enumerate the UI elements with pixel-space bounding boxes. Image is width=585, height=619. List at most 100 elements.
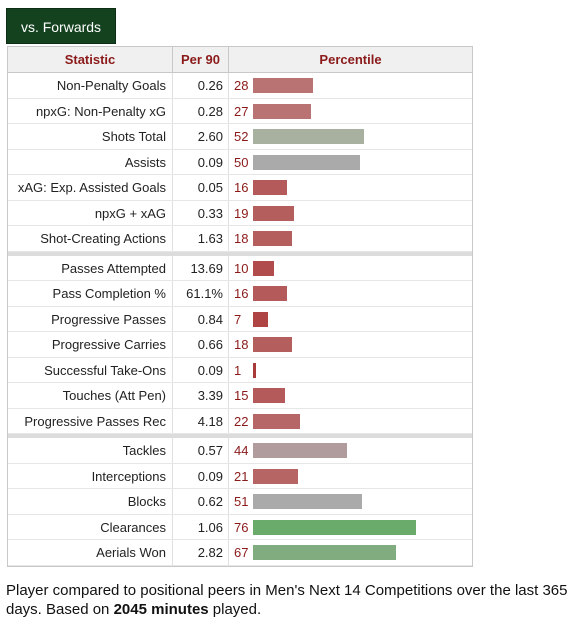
tab-vs-forwards[interactable]: vs. Forwards bbox=[6, 8, 116, 44]
table-row: npxG: Non-Penalty xG 0.28 27 bbox=[8, 98, 472, 124]
percentile-bar bbox=[253, 388, 285, 403]
percentile-label: 28 bbox=[234, 78, 249, 93]
header-percentile[interactable]: Percentile bbox=[319, 52, 382, 67]
percentile-bar bbox=[253, 129, 364, 144]
percentile-cell: 50 bbox=[229, 150, 472, 175]
table-row: Non-Penalty Goals 0.26 28 bbox=[8, 73, 472, 99]
percentile-label: 67 bbox=[234, 545, 249, 560]
percentile-cell: 44 bbox=[229, 438, 472, 463]
percentile-bar bbox=[253, 103, 311, 119]
percentile-bar bbox=[253, 205, 294, 221]
percentile-label: 44 bbox=[234, 443, 249, 458]
per90-value: 4.18 bbox=[173, 408, 229, 433]
percentile-bar bbox=[253, 362, 256, 378]
percentile-label: 1 bbox=[234, 362, 242, 378]
percentile-cell: 27 bbox=[229, 99, 472, 124]
table-row: Tackles 0.57 44 bbox=[8, 438, 472, 464]
stat-name: Progressive Passes bbox=[8, 306, 173, 331]
per90-value: 2.82 bbox=[173, 540, 229, 565]
per90-value: 0.66 bbox=[173, 332, 229, 357]
percentile-bar bbox=[253, 413, 300, 429]
per90-value: 0.62 bbox=[173, 489, 229, 514]
table-row: Interceptions 0.09 21 bbox=[8, 463, 472, 489]
per90-value: 1.63 bbox=[173, 226, 229, 251]
percentile-cell: 15 bbox=[229, 383, 472, 408]
percentile-bar bbox=[253, 468, 298, 484]
per90-value: 3.39 bbox=[173, 383, 229, 408]
table-row: npxG + xAG 0.33 19 bbox=[8, 200, 472, 226]
percentile-cell: 51 bbox=[229, 489, 472, 514]
percentile-cell: 18 bbox=[229, 226, 472, 251]
percentile-cell: 7 bbox=[229, 307, 472, 332]
table-header: Statistic Per 90 Percentile bbox=[8, 47, 472, 73]
stat-name: Tackles bbox=[8, 438, 173, 463]
percentile-cell: 16 bbox=[229, 175, 472, 200]
table-row: Aerials Won 2.82 67 bbox=[8, 540, 472, 566]
percentile-label: 18 bbox=[234, 231, 249, 246]
percentile-bar bbox=[253, 545, 396, 560]
percentile-label: 51 bbox=[234, 494, 249, 509]
percentile-label: 52 bbox=[234, 129, 249, 144]
footer-text-after: played. bbox=[208, 601, 262, 618]
stat-name: Shots Total bbox=[8, 124, 173, 149]
percentile-label: 50 bbox=[234, 154, 249, 170]
per90-value: 1.06 bbox=[173, 514, 229, 539]
stat-name: Aerials Won bbox=[8, 540, 173, 565]
per90-value: 13.69 bbox=[173, 255, 229, 280]
percentile-bar bbox=[253, 494, 362, 509]
table-row: Progressive Carries 0.66 18 bbox=[8, 332, 472, 358]
percentile-cell: 16 bbox=[229, 281, 472, 306]
table-row: Pass Completion % 61.1% 16 bbox=[8, 281, 472, 307]
percentile-bar bbox=[253, 260, 274, 276]
stat-name: Pass Completion % bbox=[8, 281, 173, 306]
table-row: Shot-Creating Actions 1.63 18 bbox=[8, 226, 472, 252]
stat-name: Interceptions bbox=[8, 463, 173, 488]
table-row: Touches (Att Pen) 3.39 15 bbox=[8, 383, 472, 409]
percentile-bar bbox=[253, 311, 268, 327]
table-row: Progressive Passes Rec 4.18 22 bbox=[8, 408, 472, 434]
per90-value: 0.26 bbox=[173, 73, 229, 98]
percentile-label: 21 bbox=[234, 468, 249, 484]
table-row: Clearances 1.06 76 bbox=[8, 514, 472, 540]
percentile-label: 16 bbox=[234, 180, 249, 195]
percentile-cell: 67 bbox=[229, 540, 472, 565]
per90-value: 0.28 bbox=[173, 98, 229, 123]
stat-name: Clearances bbox=[8, 514, 173, 539]
per90-value: 61.1% bbox=[173, 281, 229, 306]
stat-name: Blocks bbox=[8, 489, 173, 514]
table-row: Successful Take-Ons 0.09 1 bbox=[8, 357, 472, 383]
percentile-bar bbox=[253, 180, 287, 195]
table-body: Non-Penalty Goals 0.26 28 npxG: Non-Penalty… bbox=[8, 73, 472, 566]
stat-name: xAG: Exp. Assisted Goals bbox=[8, 175, 173, 200]
footer-text-before: Player compared to positional peers in M… bbox=[6, 582, 568, 618]
header-statistic[interactable]: Statistic bbox=[8, 47, 173, 72]
group-separator bbox=[8, 251, 472, 256]
percentile-cell: 28 bbox=[229, 73, 472, 98]
footer-note: Player compared to positional peers in M… bbox=[6, 581, 581, 619]
stat-name: Touches (Att Pen) bbox=[8, 383, 173, 408]
stat-name: Successful Take-Ons bbox=[8, 357, 173, 382]
stat-name: Non-Penalty Goals bbox=[8, 73, 173, 98]
per90-value: 0.05 bbox=[173, 175, 229, 200]
per90-value: 0.57 bbox=[173, 438, 229, 463]
percentile-cell: 19 bbox=[229, 201, 472, 226]
percentile-bar bbox=[253, 78, 313, 93]
percentile-cell: 21 bbox=[229, 464, 472, 489]
table-row: Assists 0.09 50 bbox=[8, 149, 472, 175]
percentile-label: 7 bbox=[234, 311, 242, 327]
percentile-label: 10 bbox=[234, 260, 249, 276]
footer-minutes: 2045 minutes bbox=[113, 601, 209, 618]
percentile-bar bbox=[253, 519, 416, 535]
stat-name: Progressive Carries bbox=[8, 332, 173, 357]
percentile-bar bbox=[253, 337, 292, 352]
percentile-label: 76 bbox=[234, 519, 249, 535]
percentile-label: 19 bbox=[234, 205, 249, 221]
stat-name: npxG + xAG bbox=[8, 200, 173, 225]
stat-name: npxG: Non-Penalty xG bbox=[8, 98, 173, 123]
per90-value: 0.09 bbox=[173, 149, 229, 174]
header-per90[interactable]: Per 90 bbox=[173, 47, 229, 72]
per90-value: 0.09 bbox=[173, 463, 229, 488]
stat-name: Progressive Passes Rec bbox=[8, 408, 173, 433]
percentile-table: Statistic Per 90 Percentile Non-Penalty … bbox=[7, 46, 473, 567]
percentile-label: 27 bbox=[234, 103, 249, 119]
